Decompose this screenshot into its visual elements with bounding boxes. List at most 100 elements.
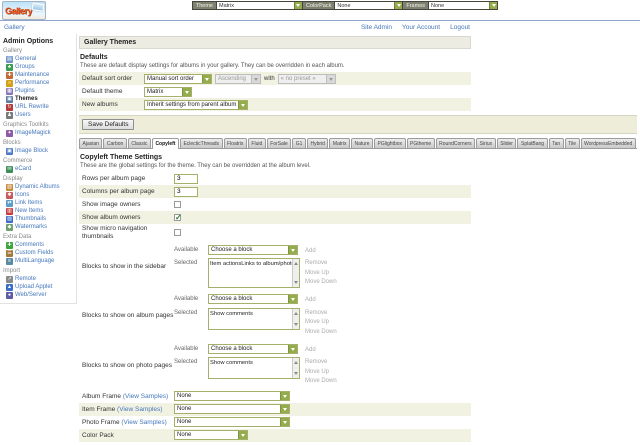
sidebar-item-multilanguage[interactable]: ≡ MultiLanguage [3, 257, 73, 265]
theme-select[interactable]: Matrix [216, 2, 303, 9]
listbox-scrollbar[interactable] [292, 308, 299, 329]
sidebar-item-plugins[interactable]: ▦ Plugins [6, 87, 35, 95]
theme-tab[interactable]: EclecticThreads [179, 138, 223, 148]
sidebar-item-users[interactable]: ♟ Users [6, 111, 31, 119]
theme-tab[interactable]: Slider [496, 138, 517, 148]
sidebar-item-custom-fields[interactable]: ☰ Custom Fields [6, 249, 54, 257]
sidebar-item-groups[interactable]: ♣ Groups [6, 63, 35, 71]
theme-tab[interactable]: RoundCorners [435, 138, 476, 148]
album-frame-view-samples-link[interactable]: (View Samples) [122, 392, 169, 400]
columns-per-page-input[interactable] [174, 186, 198, 197]
theme-tab[interactable]: Ajaxian [79, 138, 103, 148]
item-frame-select[interactable]: None [174, 404, 290, 415]
show-micro-nav-checkbox[interactable] [174, 229, 181, 237]
theme-tab[interactable]: Floatrix [223, 138, 247, 148]
sidebar-item-watermarks[interactable]: ◆ Watermarks [6, 223, 48, 231]
theme-tab[interactable]: PGlightbox [374, 138, 406, 148]
album-frame-select[interactable]: None [174, 391, 290, 402]
show-image-owners-checkbox[interactable] [174, 201, 181, 208]
sidebar-available-select[interactable]: Choose a block [208, 244, 298, 255]
theme-tab[interactable]: Siriux [476, 138, 496, 148]
sort-order-select[interactable]: Manual sort order [144, 73, 212, 84]
sidebar-item-imagemagick[interactable]: ✦ ImageMagick [6, 129, 51, 137]
theme-tab[interactable]: Carbon [103, 138, 127, 148]
sidebar-item-general[interactable]: ▤ General [6, 55, 37, 63]
sidebar-item-web-server[interactable]: ● Web/Server [6, 291, 47, 299]
sidebar-item-icons[interactable]: ✱ Icons [6, 191, 30, 199]
theme-tab[interactable]: Classic [127, 138, 151, 148]
theme-tab[interactable]: Hybrid [306, 138, 329, 148]
move-up-button[interactable]: Move Up [305, 269, 330, 276]
add-button[interactable]: Add [305, 346, 316, 353]
color-pack-select[interactable]: None [174, 430, 248, 441]
save-defaults-button[interactable]: Save Defaults [82, 119, 135, 130]
move-up-button[interactable]: Move Up [305, 368, 330, 375]
remove-button[interactable]: Remove [305, 309, 328, 316]
item-frame-view-samples-link[interactable]: (View Samples) [117, 405, 163, 413]
remove-button[interactable]: Remove [305, 260, 328, 267]
user-link[interactable]: Site Admin [360, 24, 393, 31]
main-content: Gallery Themes Defaults These are defaul… [77, 34, 640, 445]
listbox-option[interactable]: Show comments [210, 360, 253, 367]
theme-tab[interactable]: Copyleft [151, 138, 179, 149]
move-down-button[interactable]: Move Down [305, 328, 337, 335]
frames-select[interactable]: None [429, 2, 497, 9]
blocks-album-label: Blocks to show on album pages [82, 312, 174, 320]
listbox-option[interactable]: Item actions [210, 261, 242, 268]
colorpack-select[interactable]: None [335, 2, 404, 9]
multilanguage-icon: ≡ [6, 257, 13, 265]
show-album-owners-checkbox[interactable] [174, 213, 182, 222]
photo-available-select[interactable]: Choose a block [208, 343, 298, 354]
breadcrumb[interactable]: Gallery [4, 24, 25, 31]
sidebar-item-upload-applet[interactable]: ▲ Upload Applet [6, 283, 53, 291]
album-available-select[interactable]: Choose a block [208, 294, 298, 305]
listbox-option[interactable]: Show comments [210, 310, 253, 317]
sidebar-group-graphics-toolkits: Graphics Toolkits ✦ ImageMagick [3, 122, 73, 137]
user-link[interactable]: Logout [450, 24, 470, 31]
theme-tab[interactable]: SplatBang [517, 138, 548, 148]
sidebar-item-thumbnails[interactable]: ▨ Thumbnails [6, 215, 47, 223]
listbox-scrollbar[interactable] [292, 358, 299, 379]
move-down-button[interactable]: Move Down [305, 279, 337, 286]
sidebar-item-new-items[interactable]: ▥ New Items [6, 207, 44, 215]
sidebar-item-performance[interactable]: » Performance [3, 79, 73, 87]
add-button[interactable]: Add [305, 297, 316, 304]
sidebar-item-image-block[interactable]: ▣ Image Block [6, 147, 49, 155]
theme-tab[interactable]: Tan [548, 138, 564, 148]
theme-tab[interactable]: Fluid [247, 138, 266, 148]
rows-per-page-input[interactable] [174, 173, 198, 184]
theme-tab[interactable]: WordpressEmbedded [580, 138, 636, 148]
photo-selected-listbox[interactable]: Show comments [208, 357, 300, 380]
theme-tab[interactable]: Matrix [329, 138, 351, 148]
sidebar-item-themes[interactable]: ▣ Themes [6, 95, 38, 103]
sidebar-item-comments[interactable]: ✚ Comments [6, 241, 45, 249]
theme-tab[interactable]: G1 [292, 138, 306, 148]
album-selected-listbox[interactable]: Show comments [208, 307, 300, 330]
available-label: Available [174, 296, 199, 303]
theme-tab[interactable]: PGtheme [406, 138, 435, 148]
gallery-logo[interactable]: Gallery [2, 1, 46, 20]
sidebar-item-url-rewrite[interactable]: ↻ URL Rewrite [6, 103, 49, 111]
sidebar-item-link-items[interactable]: ⇄ Link Items [6, 199, 43, 207]
sidebar-item-ecard[interactable]: ✉ eCard [6, 165, 32, 173]
listbox-option[interactable]: Links to album/photo peers [241, 261, 292, 268]
theme-tab[interactable]: Tile [564, 138, 580, 148]
remove-button[interactable]: Remove [305, 359, 328, 366]
photo-frame-view-samples-link[interactable]: (View Samples) [121, 418, 167, 426]
default-theme-select[interactable]: Matrix [144, 86, 192, 97]
listbox-scrollbar[interactable] [292, 259, 299, 288]
move-up-button[interactable]: Move Up [305, 319, 330, 326]
sidebar-selected-listbox[interactable]: Item actionsLinks to album/photo peersIm… [208, 258, 300, 289]
user-link[interactable]: Your Account [402, 24, 441, 31]
move-down-button[interactable]: Move Down [305, 378, 337, 385]
theme-tab[interactable]: Nature [351, 138, 374, 148]
sidebar-item-dynamic-albums[interactable]: ▧ Dynamic Albums [6, 183, 60, 191]
blocks-photo-row: Blocks to show on photo pages Available … [79, 341, 471, 390]
theme-tab[interactable]: ForSale [266, 138, 292, 148]
add-button[interactable]: Add [305, 247, 316, 254]
sidebar-item-maintenance[interactable]: ✚ Maintenance [6, 71, 50, 79]
chevron-down-icon [238, 100, 247, 109]
sidebar-item-remote[interactable]: ↗ Remote [6, 275, 37, 283]
new-albums-select[interactable]: Inherit settings from parent album [144, 99, 248, 110]
photo-frame-select[interactable]: None [174, 417, 290, 428]
